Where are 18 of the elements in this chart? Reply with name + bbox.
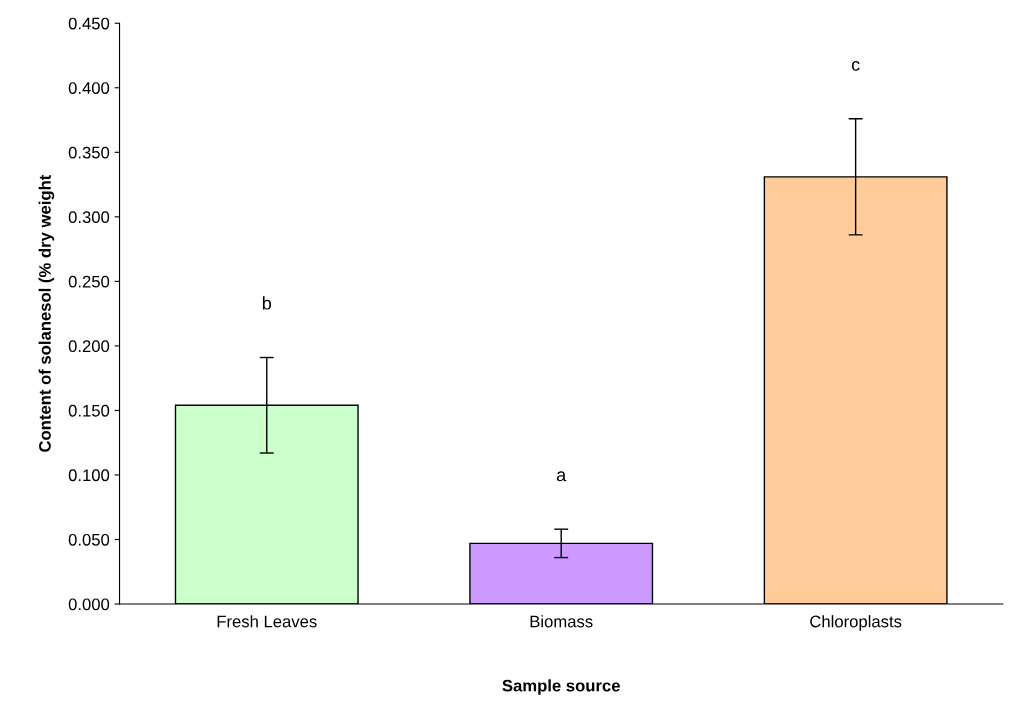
y-tick-label: 0.050 xyxy=(68,533,110,546)
y-tick-label: 0.200 xyxy=(68,340,110,353)
y-tick-label: 0.250 xyxy=(68,275,110,288)
annotation: b xyxy=(262,296,272,310)
x-axis-title: Sample source xyxy=(502,679,620,695)
x-tick-label: Biomass xyxy=(530,615,593,628)
y-tick-label: 0.100 xyxy=(68,469,110,482)
y-tick-label: 0.400 xyxy=(68,82,110,94)
x-tick-label: Chloroplasts xyxy=(810,615,902,631)
y-axis-title: Content of solanesol (% dry weight xyxy=(38,174,55,452)
y-tick-label: 0.450 xyxy=(68,17,110,30)
y-tick-label: 0.300 xyxy=(68,211,110,224)
annotation: a xyxy=(556,471,567,482)
x-tick-label: Fresh Leaves xyxy=(217,615,317,628)
annotation: c xyxy=(851,60,860,71)
y-tick-label: 0.350 xyxy=(68,146,110,159)
y-tick-label: 0.000 xyxy=(68,598,110,611)
y-tick-label: 0.150 xyxy=(68,404,110,417)
